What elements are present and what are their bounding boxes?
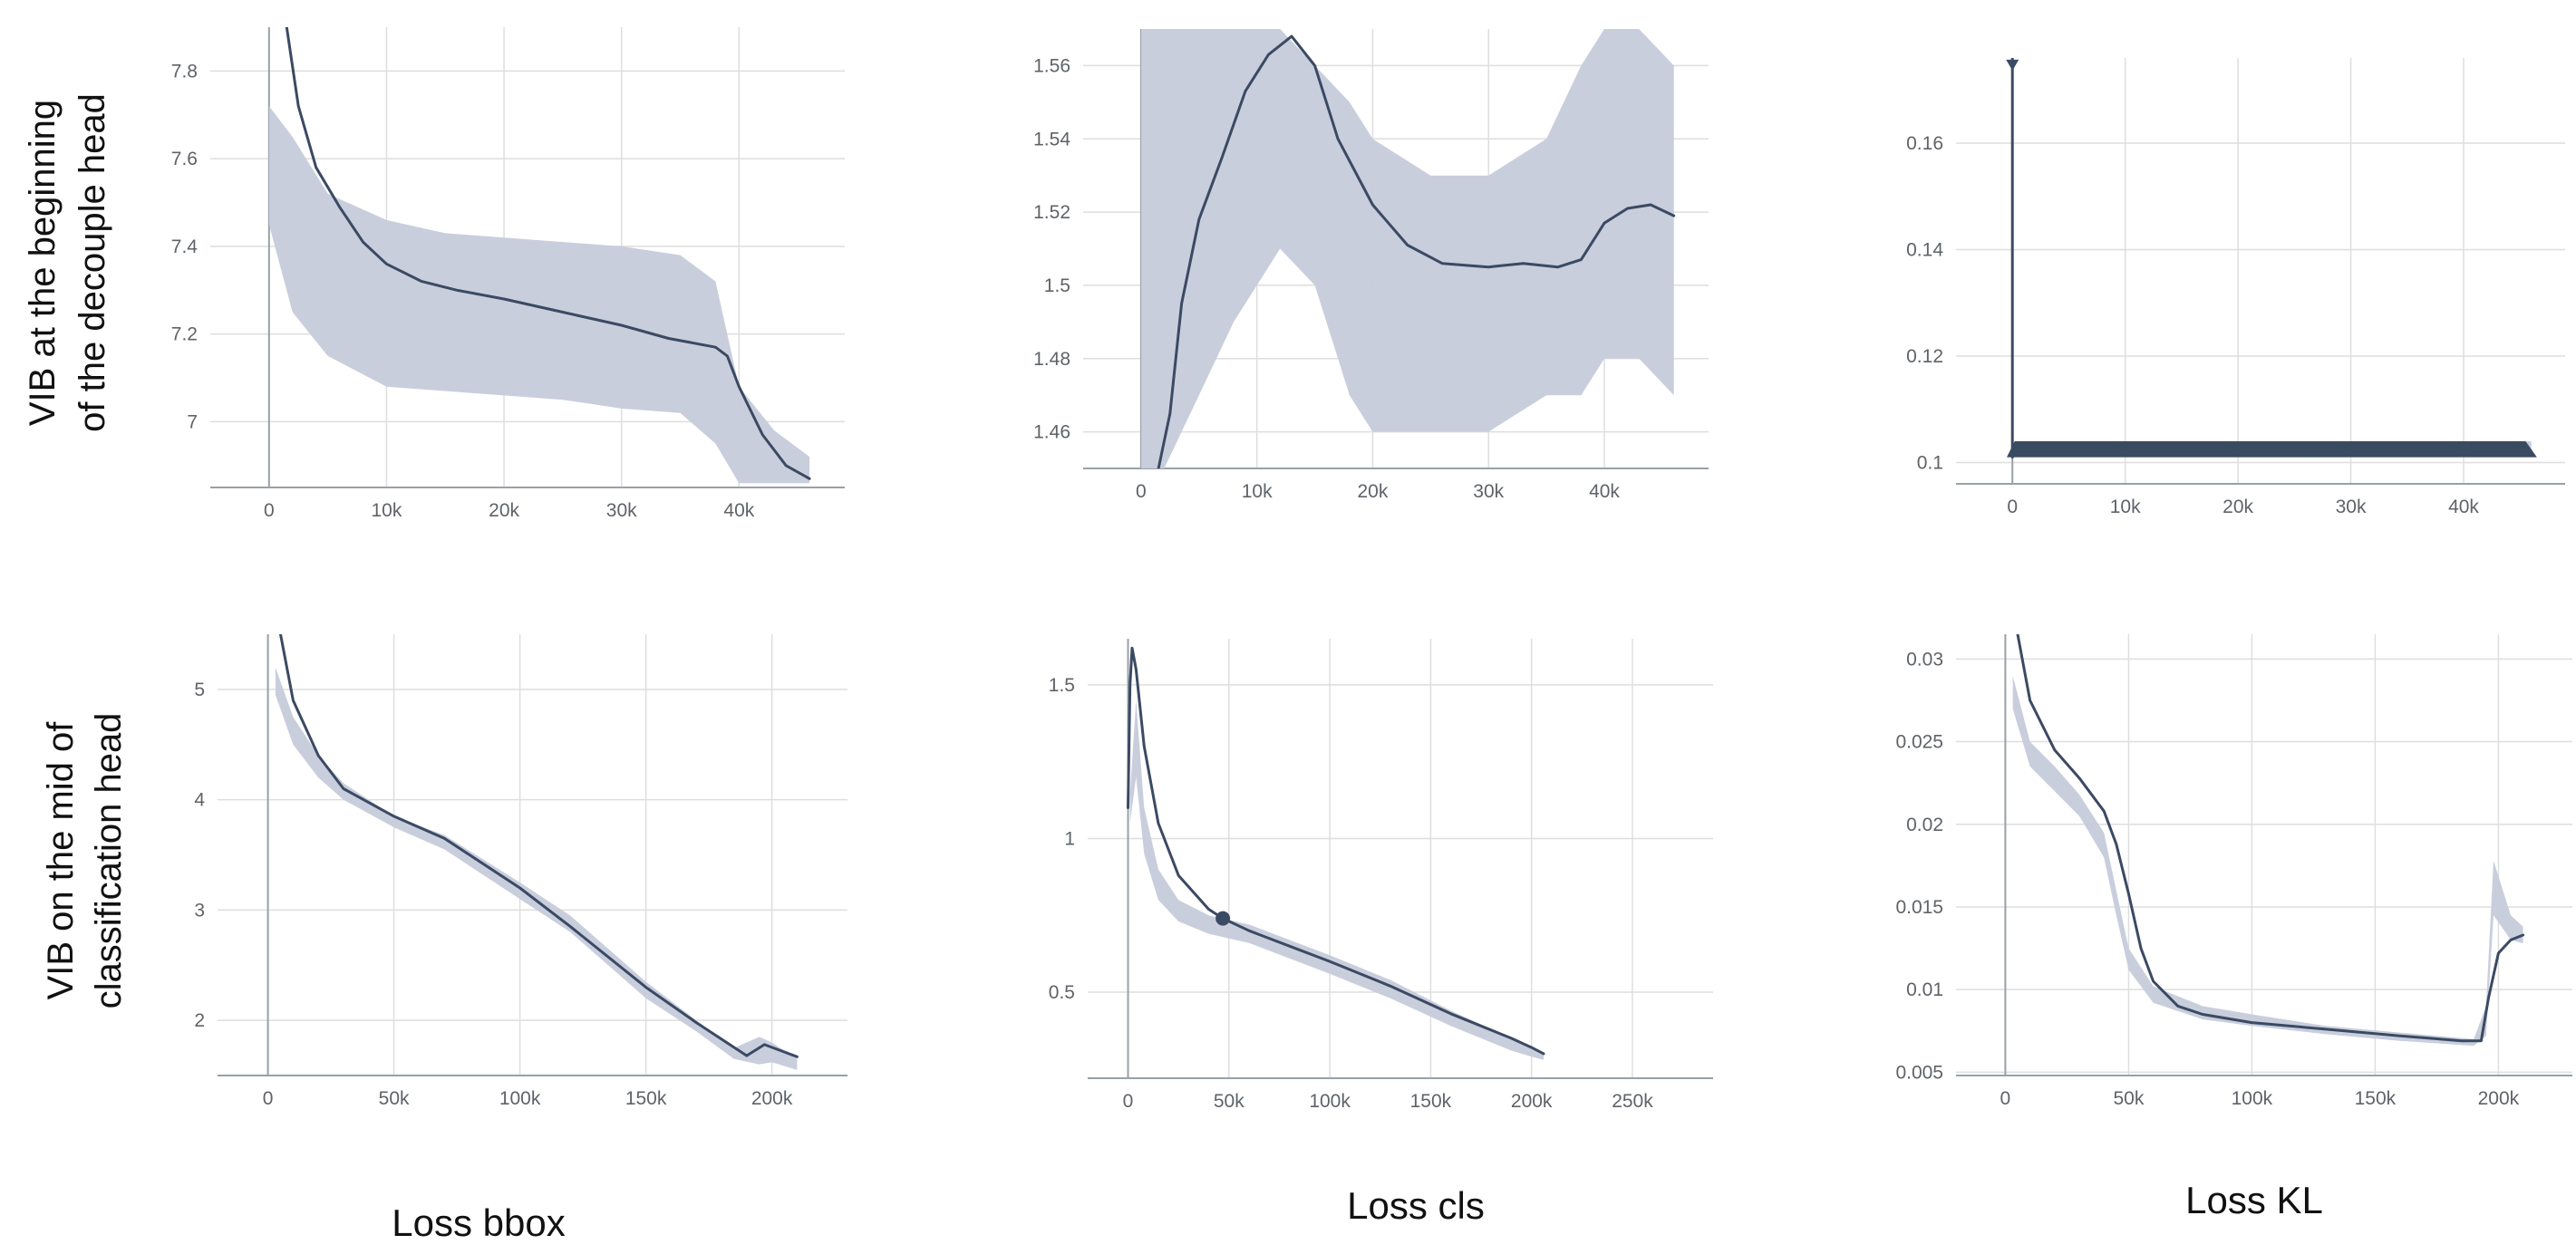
- column-label-loss-kl: Loss KL: [2185, 1179, 2323, 1221]
- x-tick-label-5: 250k: [1612, 1091, 1653, 1112]
- x-tick-label-0: 0: [2000, 1088, 2011, 1109]
- x-tick-label-3: 150k: [625, 1088, 667, 1109]
- y-tick-label-2: 0.14: [1906, 240, 1943, 261]
- x-tick-label-0: 0: [1136, 481, 1147, 502]
- y-tick-label-0: 0.1: [1917, 453, 1943, 474]
- y-tick-label-3: 0.16: [1906, 133, 1943, 154]
- y-tick-label-5: 1.56: [1033, 55, 1070, 76]
- y-tick-label-2: 0.015: [1895, 897, 1943, 918]
- x-tick-label-4: 200k: [751, 1088, 793, 1109]
- y-tick-label-1: 7.2: [171, 324, 198, 345]
- column-label-loss-bbox: Loss bbox: [392, 1201, 565, 1244]
- plot-area: [2006, 58, 2537, 459]
- plot-area: [1127, 646, 1545, 1060]
- plot-area: [275, 634, 799, 1070]
- x-tick-label-3: 150k: [1410, 1091, 1452, 1112]
- y-tick-label-3: 7.6: [171, 149, 198, 169]
- x-tick-label-1: 10k: [2110, 497, 2141, 517]
- series-spike-marker: [2006, 59, 2019, 71]
- y-tick-label-0: 1.46: [1033, 422, 1070, 443]
- x-tick-label-2: 20k: [2223, 497, 2253, 517]
- x-tick-label-4: 40k: [723, 500, 754, 521]
- y-tick-label-3: 1.52: [1033, 202, 1070, 223]
- series-smoothed-line: [1157, 34, 1676, 468]
- row-label-1-line-2: of the decouple head: [73, 93, 112, 432]
- series-smoothed-line: [285, 27, 811, 480]
- series-raw-band: [2012, 675, 2523, 1047]
- chart-panel-1: 0 10k 20k 30k 40k 7 7.2 7.4 7.6 7.8: [171, 27, 845, 521]
- y-tick-label-3: 5: [194, 680, 205, 700]
- x-tick-label-1: 50k: [379, 1088, 410, 1109]
- x-tick-label-0: 0: [263, 1088, 274, 1109]
- series-raw-band: [268, 106, 810, 484]
- y-tick-label-2: 1.5: [1049, 675, 1075, 696]
- y-tick-label-4: 7.8: [171, 61, 198, 82]
- x-tick-label-0: 0: [1123, 1091, 1134, 1112]
- column-labels: Loss bbox Loss cls Loss KL: [392, 1179, 2323, 1244]
- x-tick-label-3: 30k: [1473, 481, 1504, 502]
- x-tick-label-0: 0: [2007, 497, 2018, 517]
- x-tick-label-4: 40k: [2448, 497, 2479, 517]
- y-tick-label-3: 0.02: [1906, 815, 1943, 835]
- y-tick-label-5: 0.03: [1906, 649, 1943, 670]
- x-tick-label-3: 150k: [2355, 1088, 2397, 1109]
- y-tick-label-4: 1.54: [1033, 129, 1070, 150]
- series-smoothed-line: [2016, 634, 2525, 1043]
- x-tick-label-2: 100k: [499, 1088, 541, 1109]
- chart-panel-2: 0 10k 20k 30k 40k 1.46 1.48 1.5 1.52 1.54 1.56: [1033, 29, 1709, 502]
- x-tick-label-1: 10k: [372, 500, 402, 521]
- x-tick-label-4: 40k: [1589, 481, 1620, 502]
- series-highlight-marker: [1215, 911, 1231, 926]
- x-tick-label-2: 20k: [1358, 481, 1389, 502]
- y-tick-label-2: 7.4: [171, 236, 199, 257]
- x-tick-label-0: 0: [264, 500, 275, 521]
- chart-panel-5: 0 50k 100k 150k 200k 250k 0.5 1 1.5: [1049, 639, 1713, 1112]
- y-tick-label-1: 1: [1064, 828, 1075, 849]
- y-tick-label-4: 0.025: [1895, 732, 1943, 753]
- x-tick-label-2: 100k: [2232, 1088, 2273, 1109]
- x-tick-label-1: 50k: [2113, 1088, 2144, 1109]
- series-smoothed-line: [2010, 58, 2533, 459]
- series-raw-band: [275, 667, 798, 1070]
- chart-panels: 0 10k 20k 30k 40k 7 7.2 7.4 7.6 7.8 0 10k 20k 30k 40k 1…: [171, 27, 2572, 1112]
- x-tick-label-1: 50k: [1214, 1091, 1244, 1112]
- x-tick-label-2: 20k: [489, 500, 519, 521]
- series-raw-band: [1129, 699, 1544, 1060]
- y-tick-label-0: 0.5: [1049, 982, 1075, 1003]
- y-tick-label-2: 1.5: [1044, 275, 1070, 296]
- row-label-2-line-2: classification head: [89, 713, 129, 1009]
- x-tick-label-1: 10k: [1242, 481, 1273, 502]
- y-tick-label-1: 0.12: [1906, 346, 1943, 367]
- y-tick-label-1: 0.01: [1906, 979, 1943, 1000]
- x-tick-label-4: 200k: [1511, 1091, 1553, 1112]
- y-tick-label-0: 0.005: [1895, 1062, 1943, 1083]
- plot-area: [1140, 29, 1676, 468]
- y-tick-label-0: 7: [187, 411, 198, 432]
- row-label-2-line-1: VIB on the mid of: [41, 721, 81, 1000]
- x-tick-label-3: 30k: [2336, 497, 2367, 517]
- chart-panel-6: 0 50k 100k 150k 200k 0.005 0.01 0.015 0.02 0.025 0…: [1895, 634, 2572, 1109]
- series-smoothed-line: [279, 634, 799, 1058]
- y-tick-label-2: 4: [194, 790, 205, 811]
- y-tick-label-1: 1.48: [1033, 349, 1070, 370]
- x-tick-label-3: 30k: [606, 500, 637, 521]
- plot-area: [2012, 634, 2525, 1047]
- row-label-1-line-1: VIB at the beginning: [23, 100, 63, 426]
- x-tick-label-2: 100k: [1309, 1091, 1351, 1112]
- chart-panel-3: 0 10k 20k 30k 40k 0.1 0.12 0.14 0.16: [1906, 58, 2565, 517]
- y-tick-label-0: 2: [194, 1010, 205, 1031]
- plot-area: [268, 27, 811, 484]
- row-labels: VIB at the beginning of the decouple hea…: [23, 93, 129, 1008]
- series-raw-band: [1140, 29, 1674, 468]
- column-label-loss-cls: Loss cls: [1347, 1184, 1485, 1227]
- y-tick-label-1: 3: [194, 900, 205, 921]
- x-tick-label-4: 200k: [2478, 1088, 2520, 1109]
- chart-panel-4: 0 50k 100k 150k 200k 2 3 4 5: [194, 634, 847, 1109]
